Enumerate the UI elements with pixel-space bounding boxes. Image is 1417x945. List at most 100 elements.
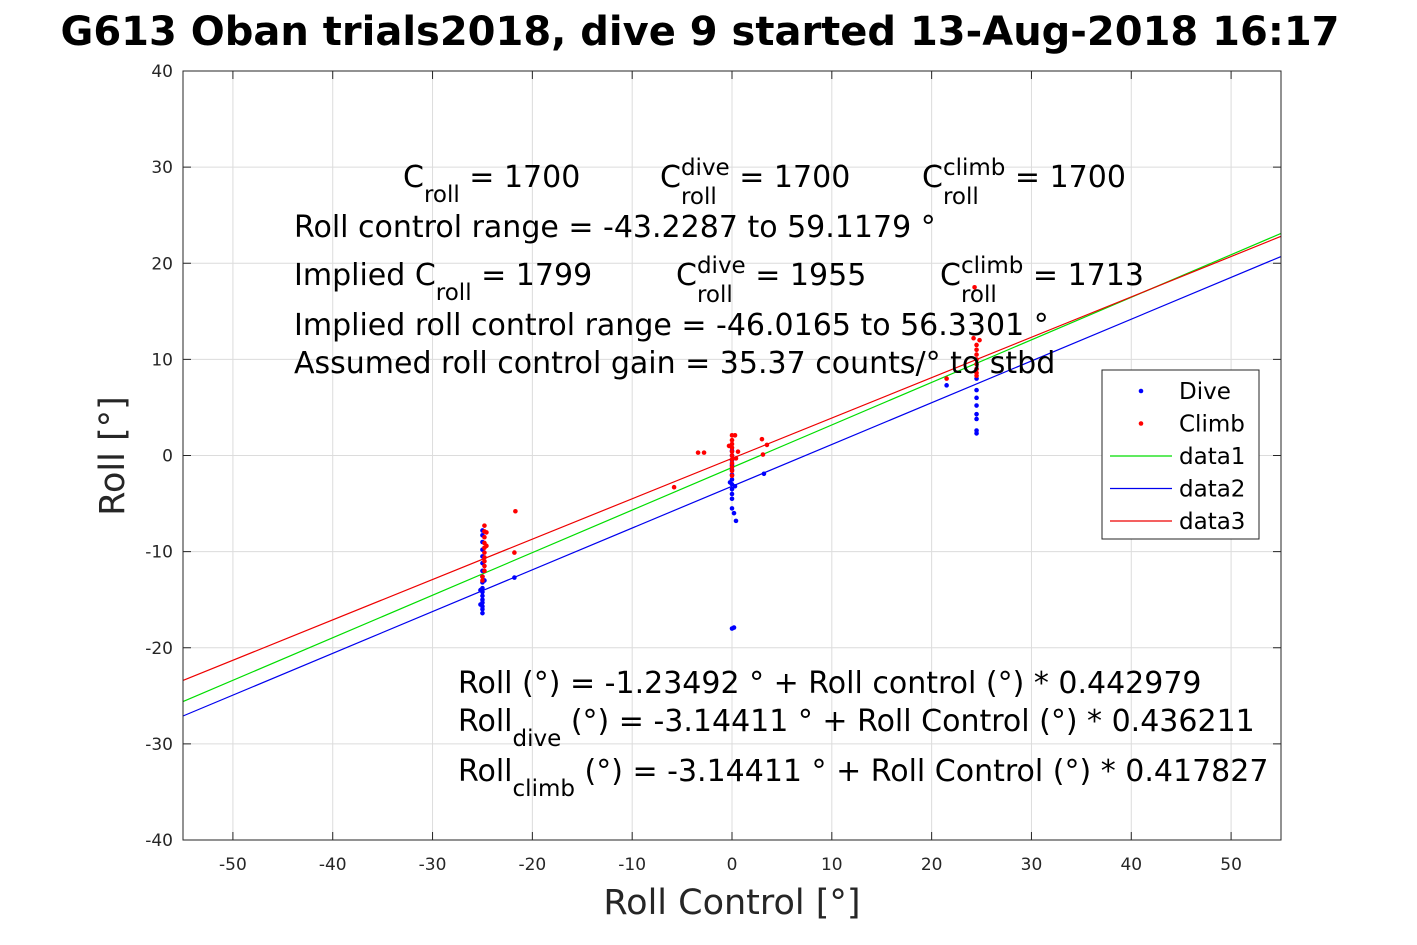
data-point-dive: [731, 625, 737, 630]
data-point-climb: [482, 534, 487, 540]
legend-label-data1: data1: [1179, 444, 1245, 470]
data-point-climb: [974, 347, 979, 353]
ticks: -50 -40 -30 -20 -10 0 10 20 30 40 50 40 30 20 10 0 -10 -2…: [145, 62, 1281, 875]
data-point-climb: [484, 530, 489, 535]
annotation-11: Rolldive (°) = -3.14411 ° + Roll Control…: [458, 704, 1255, 752]
legend-label-data3: data3: [1179, 509, 1245, 535]
annotation-9: Assumed roll control gain = 35.37 counts…: [294, 346, 1055, 381]
data-point-climb: [482, 555, 487, 560]
x-tick-label: -20: [518, 855, 546, 875]
data-point-climb: [726, 443, 732, 449]
x-tick-label: 50: [1220, 855, 1242, 875]
data-point-climb: [974, 361, 979, 367]
data-point-climb: [701, 450, 707, 455]
y-tick-label: 0: [162, 447, 173, 467]
annotation-6: Cdive roll = 1955: [676, 253, 866, 308]
data-point-climb: [971, 335, 976, 341]
annotation-12: Rollclimb (°) = -3.14411 ° + Roll Contro…: [458, 754, 1268, 802]
data-point-dive: [974, 431, 979, 436]
data-point-climb: [695, 450, 701, 455]
y-tick-label: 40: [151, 62, 173, 82]
data-point-climb: [484, 543, 489, 549]
data-point-dive: [729, 491, 735, 497]
x-axis-label: Roll Control [°]: [603, 883, 860, 923]
data-point-dive: [731, 510, 737, 516]
annotation-5: Implied Croll = 1799: [294, 258, 592, 306]
legend-marker-dive: [1138, 388, 1144, 394]
data-point-climb: [513, 508, 518, 514]
annotation-3: Cclimb roll = 1700: [922, 155, 1126, 210]
data-point-climb: [974, 352, 979, 357]
data-point-dive: [974, 411, 979, 417]
annotation-2: Cdive roll = 1700: [660, 155, 850, 210]
annotations: Croll = 1700 Cdive roll = 1700 Cclimb roll =…: [294, 155, 1268, 802]
data-point-climb: [729, 449, 735, 454]
data-point-climb: [729, 437, 735, 443]
y-axis-label: Roll [°]: [93, 396, 133, 516]
annotation-1: Croll = 1700: [403, 160, 580, 208]
data-point-climb: [482, 558, 487, 564]
legend-label-climb: Climb: [1179, 412, 1245, 438]
data-point-dive: [478, 587, 483, 593]
data-point-dive: [480, 607, 485, 612]
data-point-climb: [977, 337, 982, 343]
x-tick-label: -10: [618, 855, 646, 875]
data-point-climb: [482, 523, 487, 528]
data-point-climb: [944, 376, 949, 381]
data-point-climb: [482, 568, 487, 574]
data-point-climb: [729, 468, 735, 474]
data-point-climb: [480, 574, 485, 579]
data-point-climb: [729, 457, 735, 462]
data-point-climb: [735, 449, 741, 454]
data-point-dive: [729, 496, 735, 502]
data-point-dive: [733, 518, 739, 524]
data-point-climb: [760, 452, 766, 457]
data-point-climb: [732, 433, 738, 438]
y-tick-label: -10: [145, 543, 173, 563]
x-tick-label: -40: [319, 855, 347, 875]
x-tick-label: 20: [921, 855, 943, 875]
data-point-climb: [512, 550, 517, 555]
data-point-dive: [974, 387, 979, 393]
chart-title: G613 Oban trials2018, dive 9 started 13-…: [60, 9, 1339, 55]
data-point-dive: [974, 403, 979, 408]
data-point-climb: [671, 484, 677, 490]
y-tick-label: -20: [145, 639, 173, 659]
annotation-7: Cclimb roll = 1713: [940, 253, 1144, 308]
data-point-dive: [729, 506, 735, 511]
data-point-climb: [759, 436, 765, 442]
data-point-climb: [482, 563, 487, 569]
y-tick-label: 30: [151, 158, 173, 178]
data-point-dive: [727, 480, 733, 485]
legend-box: [1101, 369, 1260, 540]
data-point-climb: [974, 342, 979, 348]
data-point-dive: [761, 471, 767, 477]
y-tick-label: 20: [151, 254, 173, 274]
legend-label-data2: data2: [1179, 477, 1245, 503]
x-tick-label: 0: [727, 855, 738, 875]
data-point-dive: [944, 383, 949, 388]
data-point-climb: [733, 456, 739, 461]
y-tick-label: 10: [151, 350, 173, 370]
data-point-climb: [729, 464, 735, 470]
y-tick-label: -30: [145, 735, 173, 755]
annotation-8: Implied roll control range = -46.0165 to…: [294, 308, 1049, 343]
data-point-climb: [972, 284, 977, 290]
data-point-climb: [974, 373, 979, 379]
data-point-climb: [729, 460, 735, 466]
data-point-dive: [480, 593, 485, 599]
data-point-climb: [764, 442, 770, 448]
legend: Dive Climb data1 data2 data3: [1101, 369, 1260, 540]
data-point-climb: [482, 550, 487, 555]
x-tick-label: 30: [1021, 855, 1043, 875]
x-tick-label: 10: [821, 855, 843, 875]
data-point-dive: [974, 416, 979, 422]
y-tick-label: -40: [145, 831, 173, 851]
data-point-dive: [729, 486, 735, 492]
data-point-dive: [974, 395, 979, 401]
legend-label-dive: Dive: [1179, 379, 1231, 405]
annotation-4: Roll control range = -43.2287 to 59.1179…: [294, 210, 936, 245]
x-tick-label: 40: [1120, 855, 1142, 875]
data-point-climb: [480, 578, 485, 583]
